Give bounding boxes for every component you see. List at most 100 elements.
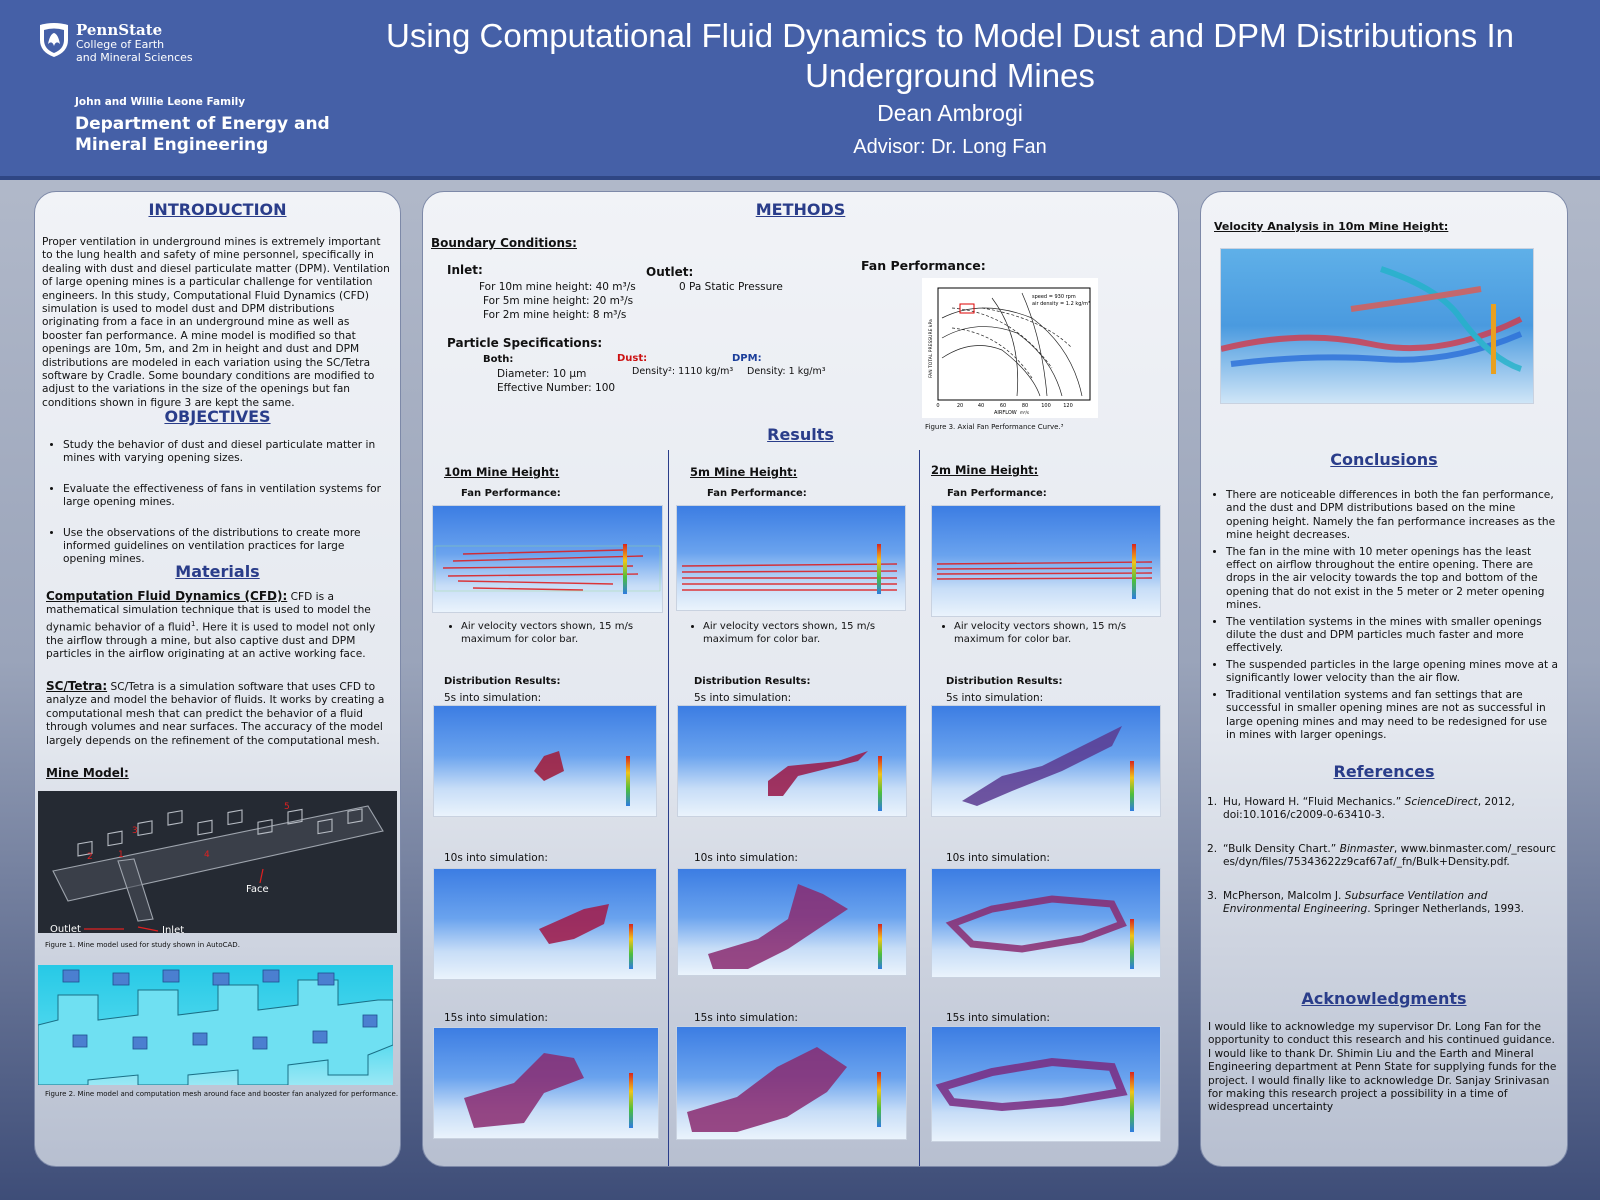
sim-dist-2m-5s (931, 705, 1161, 817)
col-bullet: Air velocity vectors shown, 15 m/s maxim… (689, 620, 899, 647)
conclusions-heading: Conclusions (1330, 450, 1438, 469)
col-t10-label: 10s into simulation: (694, 852, 798, 864)
sim-fan-5m (676, 505, 906, 611)
col-t5-label: 5s into simulation: (444, 692, 542, 704)
dpm-value: Density: 1 kg/m³ (747, 366, 826, 377)
col-t15-label: 15s into simulation: (946, 1012, 1050, 1024)
logo-college-line1: College of Earth (76, 38, 165, 51)
fan-chart-xtick: 120 (1063, 403, 1073, 409)
fig1-inlet-label: Inlet (162, 925, 184, 933)
cfd-citation: 1 (191, 619, 196, 628)
col-fan-label: Fan Performance: (947, 488, 1047, 499)
conclusion-item: There are noticeable differences in both… (1226, 489, 1560, 543)
col-t5-label: 5s into simulation: (694, 692, 792, 704)
figure-2-caption: Figure 2. Mine model and computation mes… (45, 1090, 399, 1098)
mesh-drawing (38, 969, 393, 1085)
objective-item: Use the observations of the distribution… (63, 527, 390, 567)
objectives-list: Study the behavior of dust and diesel pa… (45, 439, 390, 584)
right-panel: Velocity Analysis in 10m Mine Height: Co… (1200, 191, 1568, 1167)
col-dist-label: Distribution Results: (946, 676, 1063, 687)
mine-model-heading: Mine Model: (46, 766, 129, 780)
department-family: John and Willie Leone Family (75, 96, 246, 108)
particle-heading: Particle Specifications: (447, 336, 603, 350)
fan-chart-caption: Figure 3. Axial Fan Performance Curve.³ (925, 423, 1064, 431)
reference-source: Binmaster (1339, 842, 1394, 855)
cfd-text-a: CFD is a mathematical simulation techniq… (46, 591, 371, 634)
sim-dist-5m-5s (677, 705, 907, 817)
fan-chart-xtick: 60 (1000, 403, 1006, 409)
intro-heading: INTRODUCTION (148, 200, 287, 219)
reference-number: 2. (1207, 842, 1218, 855)
references-heading: References (1333, 762, 1435, 781)
both-line: Diameter: 10 μm (497, 368, 587, 380)
col-bullet: Air velocity vectors shown, 15 m/s maxim… (940, 620, 1150, 647)
col-t10-label: 10s into simulation: (946, 852, 1050, 864)
results-heading: Results (767, 425, 834, 444)
boundary-heading: Boundary Conditions: (431, 236, 577, 250)
both-values: Diameter: 10 μm Effective Number: 100 (497, 367, 615, 395)
col-bullet-text: Air velocity vectors shown, 15 m/s maxim… (703, 620, 899, 647)
intro-body: Proper ventilation in underground mines … (42, 236, 390, 409)
col-t15-label: 15s into simulation: (444, 1012, 548, 1024)
conclusion-item: The ventilation systems in the mines wit… (1226, 616, 1560, 656)
methods-heading: METHODS (755, 200, 846, 219)
cfd-text-b: . Here it is used to model not only the … (46, 621, 376, 661)
velocity-analysis-figure (1220, 248, 1534, 404)
sim-dist-10m-5s (433, 705, 657, 817)
sim-dist-10m-15s (433, 1027, 659, 1139)
reference-source: ScienceDirect (1404, 796, 1478, 808)
fig1-label-2: 2 (87, 852, 93, 862)
reference-text: . Springer Netherlands, 1993. (1367, 903, 1525, 916)
reference-text: Hu, Howard H. “Fluid Mechanics.” (1223, 796, 1405, 808)
dust-label: Dust: (617, 353, 648, 364)
col-title-5m: 5m Mine Height: (690, 465, 798, 479)
dpm-label: DPM: (732, 353, 762, 364)
department-block: John and Willie Leone Family Department … (75, 96, 330, 156)
logo-college-line2: and Mineral Sciences (76, 51, 193, 64)
poster-title: Using Computational Fluid Dynamics to Mo… (386, 17, 1514, 94)
reference-text: “Bulk Density Chart.” (1223, 842, 1340, 855)
reference-text: , www.binmaster.com/_resources/dyn/files… (1223, 842, 1556, 869)
objectives-heading: OBJECTIVES (164, 407, 271, 426)
fig1-label-1: 1 (118, 850, 124, 860)
department-line1: Department of Energy and (75, 114, 330, 134)
shield-icon (40, 23, 68, 57)
col-t10-label: 10s into simulation: (444, 852, 548, 864)
col-fan-label: Fan Performance: (707, 488, 807, 499)
fan-chart-note2: air density = 1.2 kg/m³ (1032, 301, 1090, 307)
outlet-value: 0 Pa Static Pressure (679, 281, 783, 293)
figure-1-caption: Figure 1. Mine model used for study show… (45, 941, 240, 949)
reference-item: 1. Hu, Howard H. “Fluid Mechanics.” Scie… (1207, 796, 1559, 823)
cfd-term: Computation Fluid Dynamics (CFD): (46, 589, 288, 603)
fan-chart-xunit: m³/s (1020, 410, 1029, 415)
inlet-line: For 2m mine height: 8 m³/s (483, 309, 627, 321)
sim-dist-10m-10s (433, 868, 657, 980)
poster-author: Dean Ambrogi (877, 100, 1023, 126)
sim-fan-2m (931, 505, 1161, 617)
fan-chart-xtick: 0 (936, 403, 939, 409)
reference-number: 1. (1207, 796, 1218, 808)
column-divider (919, 450, 920, 1166)
poster-header: PennState College of Earth and Mineral S… (0, 0, 1600, 180)
col-fan-label: Fan Performance: (461, 488, 561, 499)
reference-item: 2. “Bulk Density Chart.” Binmaster, www.… (1207, 843, 1559, 870)
figure-1-mine-model: 2 1 3 4 5 Face Outlet Inlet (38, 791, 397, 933)
fan-heading: Fan Performance: (861, 258, 986, 273)
fan-chart-xtick: 100 (1041, 403, 1051, 409)
fig1-label-3: 3 (132, 826, 138, 836)
fan-chart-xtick: 20 (957, 403, 963, 409)
logo-wordmark: PennState (76, 21, 163, 39)
fan-chart-xtick: 80 (1022, 403, 1028, 409)
col-bullet-text: Air velocity vectors shown, 15 m/s maxim… (461, 620, 657, 647)
velocity-heading: Velocity Analysis in 10m Mine Height: (1214, 220, 1449, 233)
left-panel: INTRODUCTION Proper ventilation in under… (34, 191, 401, 1167)
department-line2: Mineral Engineering (75, 135, 269, 155)
reference-source: Subsurface Ventilation and Environmental… (1223, 889, 1488, 916)
outlet-heading: Outlet: (646, 265, 694, 279)
inlet-heading: Inlet: (447, 263, 483, 277)
conclusion-item: The suspended particles in the large ope… (1226, 659, 1560, 686)
fan-chart-xlabel: AIRFLOW (994, 410, 1017, 416)
both-line: Effective Number: 100 (497, 382, 616, 394)
col-dist-label: Distribution Results: (444, 676, 561, 687)
pennstate-logo: PennState College of Earth and Mineral S… (38, 22, 193, 64)
